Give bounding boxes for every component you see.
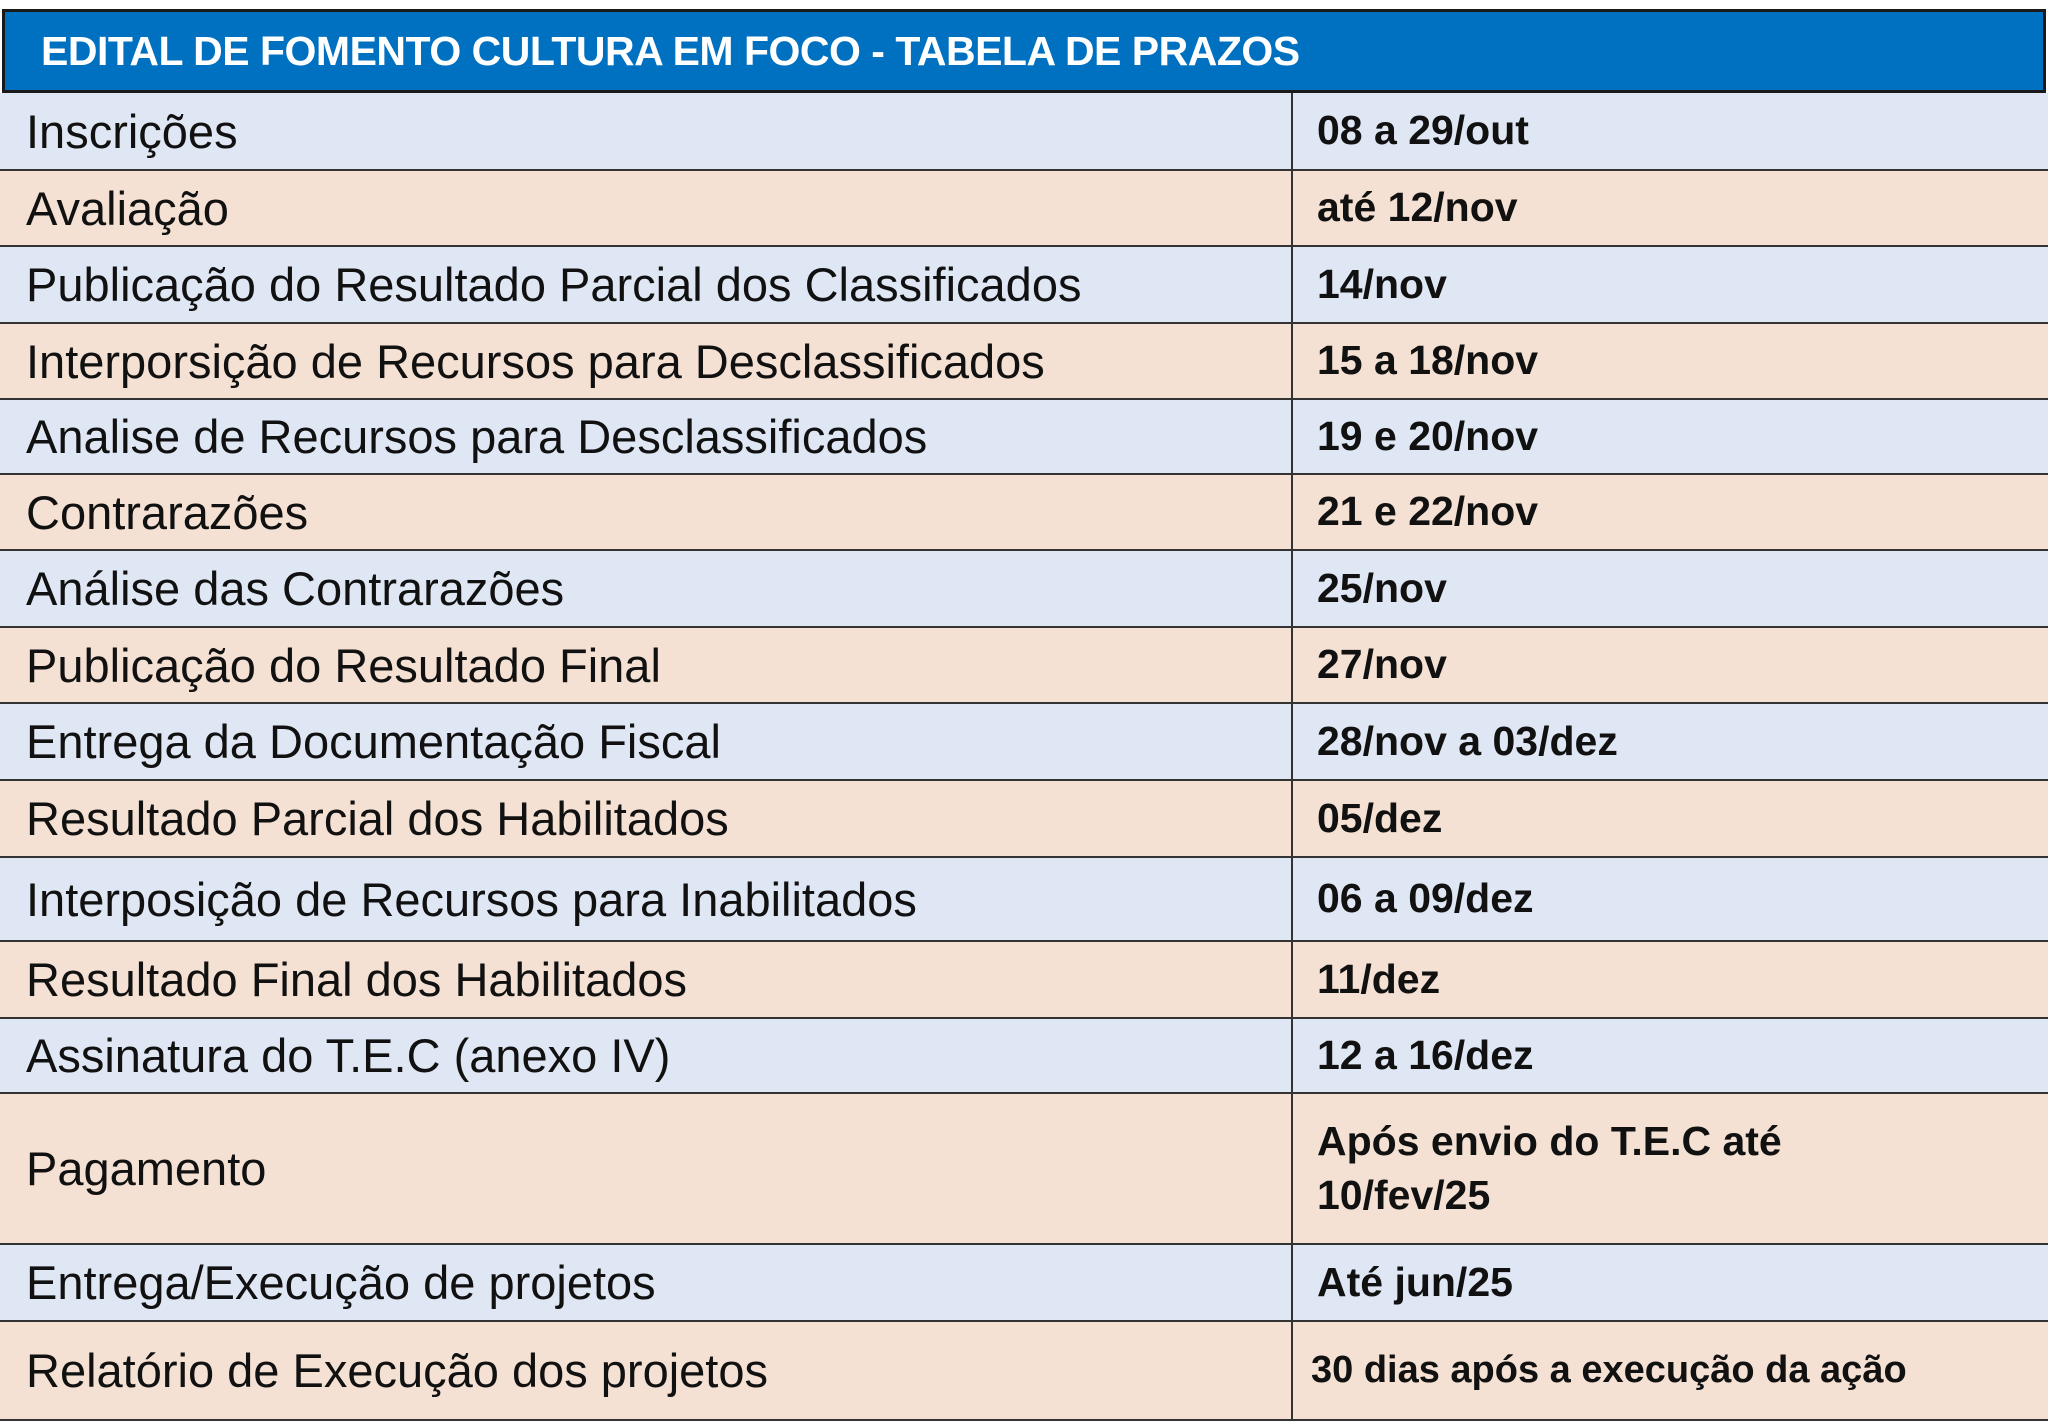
table-row: Publicação do Resultado Final 27/nov bbox=[0, 628, 2048, 704]
stage-cell: Pagamento bbox=[0, 1094, 1293, 1243]
stage-cell: Interporsição de Recursos para Desclassi… bbox=[0, 324, 1293, 398]
deadline-cell: 05/dez bbox=[1317, 794, 1443, 841]
deadline-cell: 12 a 16/dez bbox=[1317, 1031, 1534, 1078]
table-row: Contrarazões 21 e 22/nov bbox=[0, 475, 2048, 551]
deadline-cell: 30 dias após a execução da ação bbox=[1311, 1348, 1907, 1391]
deadline-cell: Até jun/25 bbox=[1317, 1258, 1513, 1305]
table-row: Inscrições 08 a 29/out bbox=[0, 93, 2048, 171]
stage-cell: Contrarazões bbox=[0, 475, 1293, 549]
table-row: Publicação do Resultado Parcial dos Clas… bbox=[0, 247, 2048, 324]
deadline-cell: 08 a 29/out bbox=[1317, 107, 1529, 154]
table-title-bar: EDITAL DE FOMENTO CULTURA EM FOCO - TABE… bbox=[2, 9, 2046, 93]
deadline-cell: 11/dez bbox=[1317, 955, 1441, 1002]
deadline-cell: 25/nov bbox=[1317, 564, 1447, 611]
table-row: Entrega da Documentação Fiscal 28/nov a 0… bbox=[0, 704, 2048, 781]
stage-cell: Resultado Parcial dos Habilitados bbox=[0, 781, 1293, 856]
table-row: Pagamento Após envio do T.E.C até 10/fev/… bbox=[0, 1094, 2048, 1245]
stage-cell: Assinatura do T.E.C (anexo IV) bbox=[0, 1019, 1293, 1092]
table-row: Resultado Final dos Habilitados 11/dez bbox=[0, 942, 2048, 1019]
table-row: Relatório de Execução dos projetos 30 dia… bbox=[0, 1322, 2048, 1421]
stage-cell: Publicação do Resultado Parcial dos Clas… bbox=[0, 247, 1293, 322]
deadline-cell: 15 a 18/nov bbox=[1317, 337, 1539, 384]
stage-cell: Resultado Final dos Habilitados bbox=[0, 942, 1293, 1017]
stage-cell: Análise das Contrarazões bbox=[0, 551, 1293, 626]
table-title: EDITAL DE FOMENTO CULTURA EM FOCO - TABE… bbox=[41, 27, 1300, 74]
stage-cell: Inscrições bbox=[0, 93, 1293, 169]
table-row: Avaliação até 12/nov bbox=[0, 171, 2048, 247]
deadline-cell: 19 e 20/nov bbox=[1317, 412, 1539, 459]
deadline-cell: 21 e 22/nov bbox=[1317, 488, 1539, 535]
stage-cell: Entrega da Documentação Fiscal bbox=[0, 704, 1293, 779]
stage-cell: Interposição de Recursos para Inabilitad… bbox=[0, 858, 1293, 940]
stage-cell: Analise de Recursos para Desclassificado… bbox=[0, 400, 1293, 473]
deadline-cell: 27/nov bbox=[1317, 641, 1447, 688]
deadline-cell: até 12/nov bbox=[1317, 184, 1518, 231]
table-row: Interporsição de Recursos para Desclassi… bbox=[0, 324, 2048, 400]
stage-cell: Publicação do Resultado Final bbox=[0, 628, 1293, 702]
table-row: Entrega/Execução de projetos Até jun/25 bbox=[0, 1245, 2048, 1322]
deadline-cell: 14/nov bbox=[1317, 260, 1447, 307]
deadline-cell: 28/nov a 03/dez bbox=[1317, 717, 1618, 764]
table-row: Análise das Contrarazões 25/nov bbox=[0, 551, 2048, 628]
stage-cell: Entrega/Execução de projetos bbox=[0, 1245, 1293, 1320]
table-row: Resultado Parcial dos Habilitados 05/dez bbox=[0, 781, 2048, 858]
table-row: Interposição de Recursos para Inabilitad… bbox=[0, 858, 2048, 942]
deadline-cell: 06 a 09/dez bbox=[1317, 875, 1534, 922]
table-row: Analise de Recursos para Desclassificado… bbox=[0, 400, 2048, 475]
stage-cell: Avaliação bbox=[0, 171, 1293, 245]
stage-cell: Relatório de Execução dos projetos bbox=[0, 1322, 1293, 1419]
deadline-cell: Após envio do T.E.C até 10/fev/25 bbox=[1317, 1118, 1782, 1218]
table-row: Assinatura do T.E.C (anexo IV) 12 a 16/de… bbox=[0, 1019, 2048, 1094]
